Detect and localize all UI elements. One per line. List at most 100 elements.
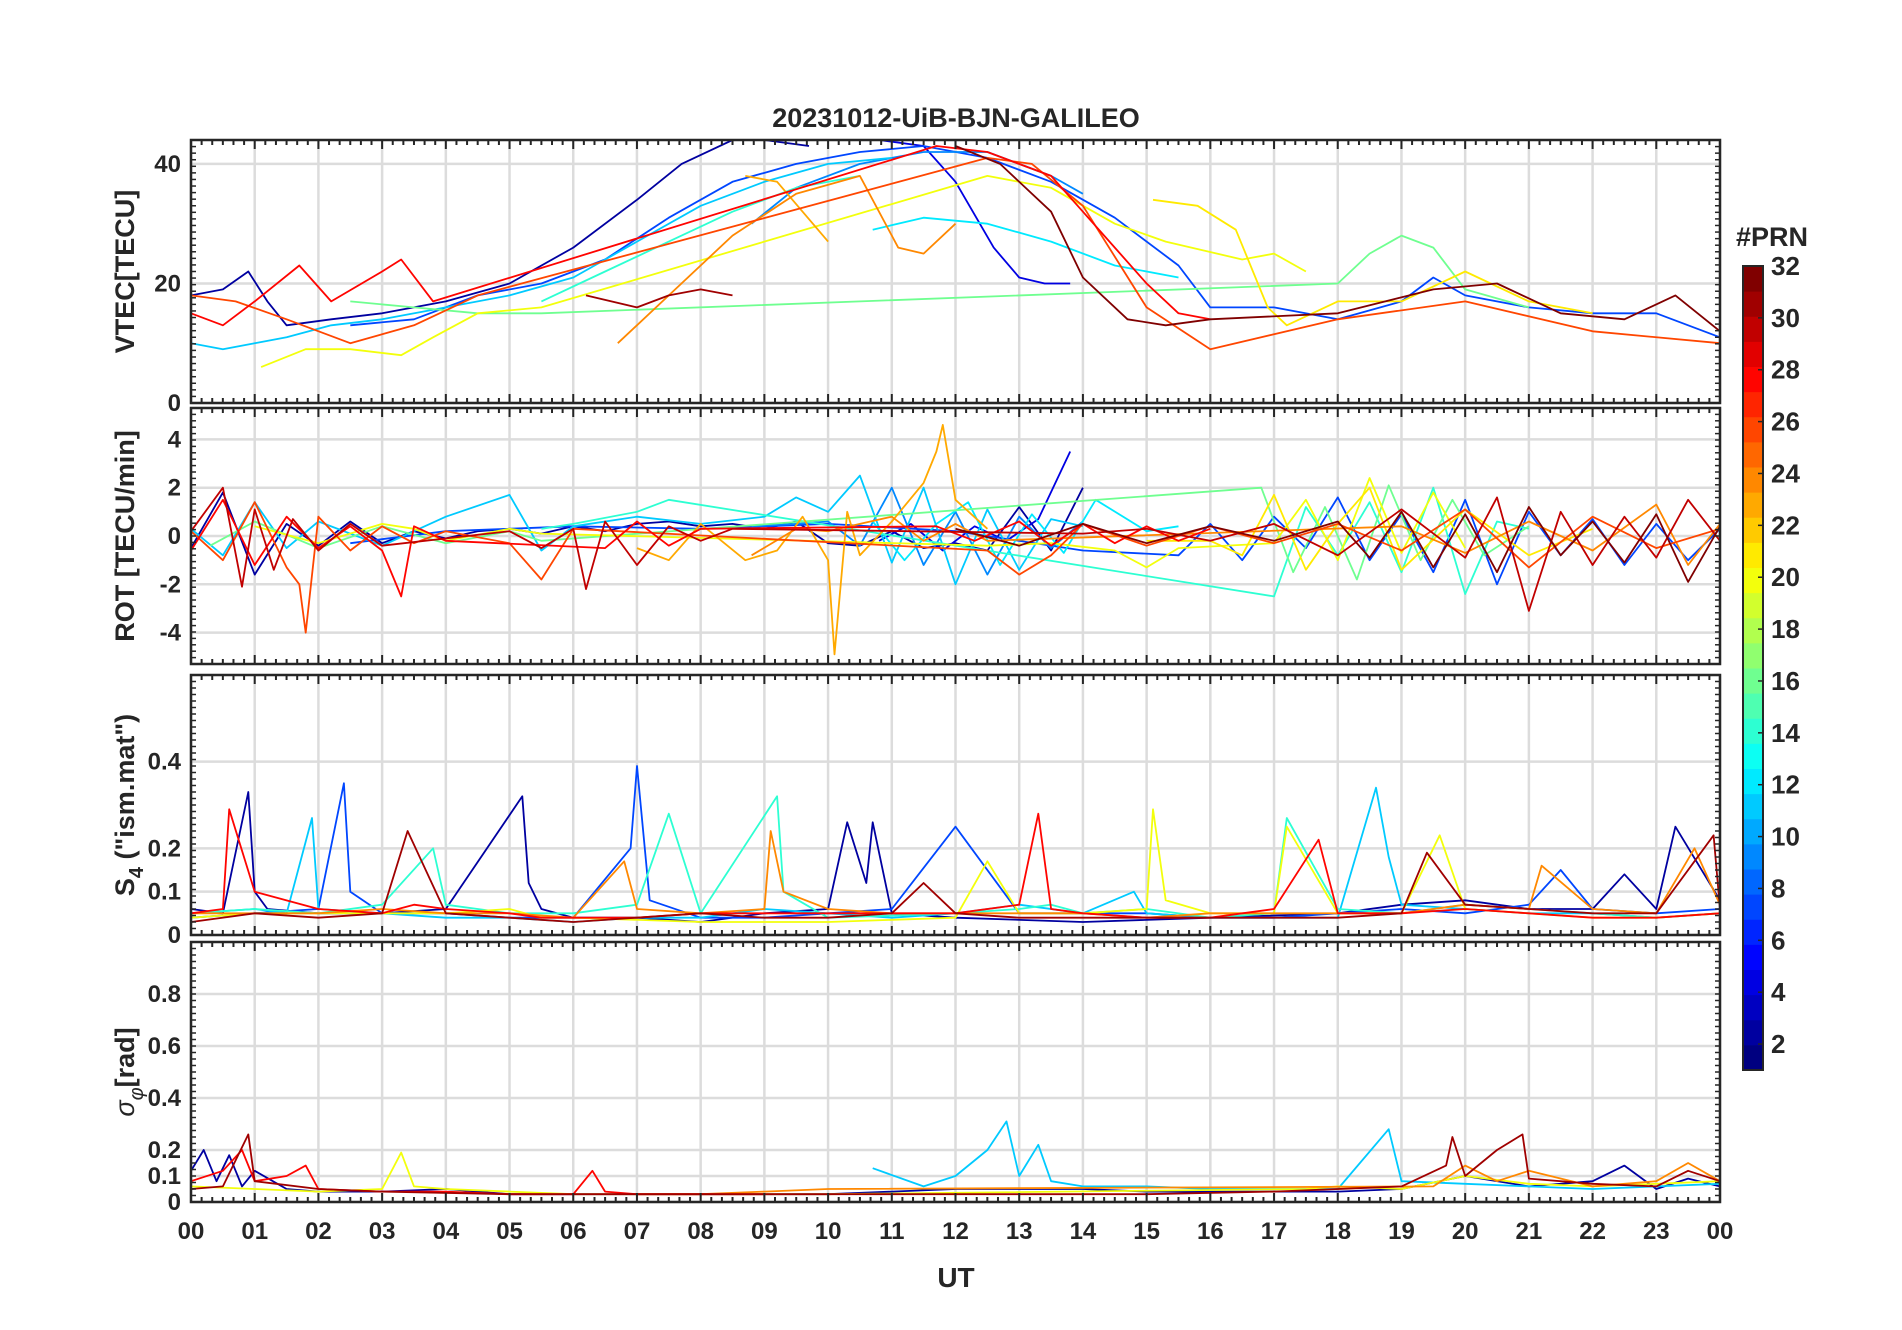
- colorbar-tick-label: 18: [1771, 614, 1800, 644]
- colorbar-tick-label: 28: [1771, 355, 1800, 385]
- x-tick-label: 13: [1006, 1218, 1033, 1245]
- colorbar-segment: [1743, 668, 1763, 694]
- y-label-main: σ: [110, 1099, 140, 1117]
- y-label-suffix: ("ism.mat"): [110, 714, 140, 867]
- colorbar-segment: [1743, 869, 1763, 895]
- y-tick-label: 0: [168, 390, 181, 417]
- x-tick-label: 23: [1643, 1218, 1670, 1245]
- series-group: [191, 140, 1720, 368]
- colorbar-segment: [1743, 969, 1763, 996]
- colorbar-segment: [1743, 617, 1763, 644]
- colorbar-tick-label: 32: [1771, 251, 1800, 281]
- colorbar-segment: [1743, 944, 1763, 970]
- x-tick-label: 03: [369, 1218, 396, 1245]
- grid: [189, 675, 1722, 937]
- series-line-prn-20: [260, 174, 1307, 368]
- y-tick-label: 0.4: [148, 749, 182, 776]
- y-tick-label: 0.1: [148, 1163, 181, 1190]
- series-line-prn-26: [191, 501, 1720, 634]
- x-tick-label: 09: [751, 1218, 778, 1245]
- x-tick-label: 18: [1324, 1218, 1351, 1245]
- y-tick-label: 0.1: [148, 879, 181, 906]
- colorbar-tick-label: 26: [1771, 407, 1800, 437]
- tick-marks: [190, 139, 1721, 404]
- x-tick-label: 12: [942, 1218, 969, 1245]
- y-tick-label: 0.4: [148, 1085, 182, 1112]
- colorbar-tick-label: 12: [1771, 770, 1800, 800]
- colorbar-segment: [1743, 919, 1763, 945]
- series-line-prn-7: [350, 496, 1720, 586]
- tick-marks: [190, 941, 1721, 1203]
- colorbar-segment: [1743, 291, 1763, 317]
- grid: [189, 942, 1722, 1204]
- series-line-prn-31: [191, 1133, 1720, 1196]
- series-line-prn-24: [637, 1162, 1720, 1196]
- colorbar-segment: [1743, 843, 1763, 870]
- colorbar-segment: [1743, 743, 1763, 769]
- series-line-prn-28: [191, 145, 1211, 327]
- series-line-prn-32: [955, 506, 1720, 583]
- colorbar-segment: [1743, 768, 1763, 795]
- y-tick-label: 0: [168, 922, 181, 949]
- y-axis-label: VTEC[TECU]: [110, 190, 140, 354]
- x-tick-label: 19: [1388, 1218, 1415, 1245]
- x-tick-label: 07: [624, 1218, 651, 1245]
- colorbar-segment: [1743, 818, 1763, 845]
- colorbar-segment: [1743, 894, 1763, 920]
- x-tick-label: 15: [1133, 1218, 1160, 1245]
- x-tick-label: 17: [1261, 1218, 1288, 1245]
- colorbar-segment: [1743, 693, 1763, 719]
- x-tick-label: 05: [496, 1218, 523, 1245]
- y-tick-label: 0.2: [148, 835, 181, 862]
- colorbar-segment: [1743, 542, 1763, 568]
- series-line-prn-7: [350, 145, 1720, 339]
- x-tick-label: 06: [560, 1218, 587, 1245]
- y-label-subscript: 4: [126, 866, 148, 878]
- y-tick-label: 0.2: [148, 1137, 181, 1164]
- series-line-prn-30: [191, 486, 1720, 612]
- y-tick-label: 20: [154, 270, 181, 297]
- series-line-prn-28: [191, 1149, 765, 1196]
- colorbar-tick-label: 4: [1771, 977, 1786, 1007]
- colorbar-segment: [1743, 391, 1763, 418]
- colorbar-segment: [1743, 316, 1763, 342]
- x-tick-label: 21: [1516, 1218, 1543, 1245]
- colorbar-title: #PRN: [1736, 222, 1808, 252]
- x-tick-label: 08: [687, 1218, 714, 1245]
- x-tick-label: 11: [879, 1218, 904, 1245]
- colorbar-tick-label: 14: [1771, 718, 1800, 748]
- y-tick-label: 0: [168, 523, 181, 550]
- panel-rot: -4 -2 0 2 4 ROT [TECU/min]: [110, 406, 1722, 666]
- colorbar-tick-label: 2: [1771, 1029, 1785, 1059]
- series-line-prn-11: [191, 157, 892, 351]
- series-line-prn-2: [191, 1149, 1720, 1196]
- y-axis-label: σφ[rad]: [110, 1027, 148, 1116]
- colorbar-segment: [1743, 1044, 1763, 1071]
- x-tick-label: 01: [241, 1218, 268, 1245]
- y-tick-label: 2: [168, 475, 181, 502]
- series-line-prn-9: [751, 486, 1084, 576]
- series-line-prn-21: [1152, 198, 1593, 327]
- series-line-prn-4: [878, 451, 1072, 552]
- series-group: [191, 423, 1720, 656]
- y-tick-label: 0.6: [148, 1033, 181, 1060]
- colorbar-segment: [1743, 718, 1763, 744]
- colorbar-segment: [1743, 341, 1763, 367]
- colorbar-tick-label: 20: [1771, 562, 1800, 592]
- series-line-prn-12: [872, 216, 1179, 279]
- y-tick-label: -4: [160, 620, 182, 647]
- colorbar-tick-label: 10: [1771, 822, 1800, 852]
- series-group: [191, 765, 1720, 923]
- series-line-prn-24: [751, 503, 1720, 566]
- series-line-prn-23: [636, 423, 989, 656]
- colorbar-segment: [1743, 492, 1763, 518]
- y-tick-label: 4: [168, 426, 182, 453]
- colorbar-tick-label: 8: [1771, 873, 1785, 903]
- x-tick-label: 10: [815, 1218, 842, 1245]
- x-tick-label: 14: [1070, 1218, 1097, 1245]
- colorbar-segment: [1743, 642, 1763, 669]
- series-line-prn-2: [191, 140, 810, 327]
